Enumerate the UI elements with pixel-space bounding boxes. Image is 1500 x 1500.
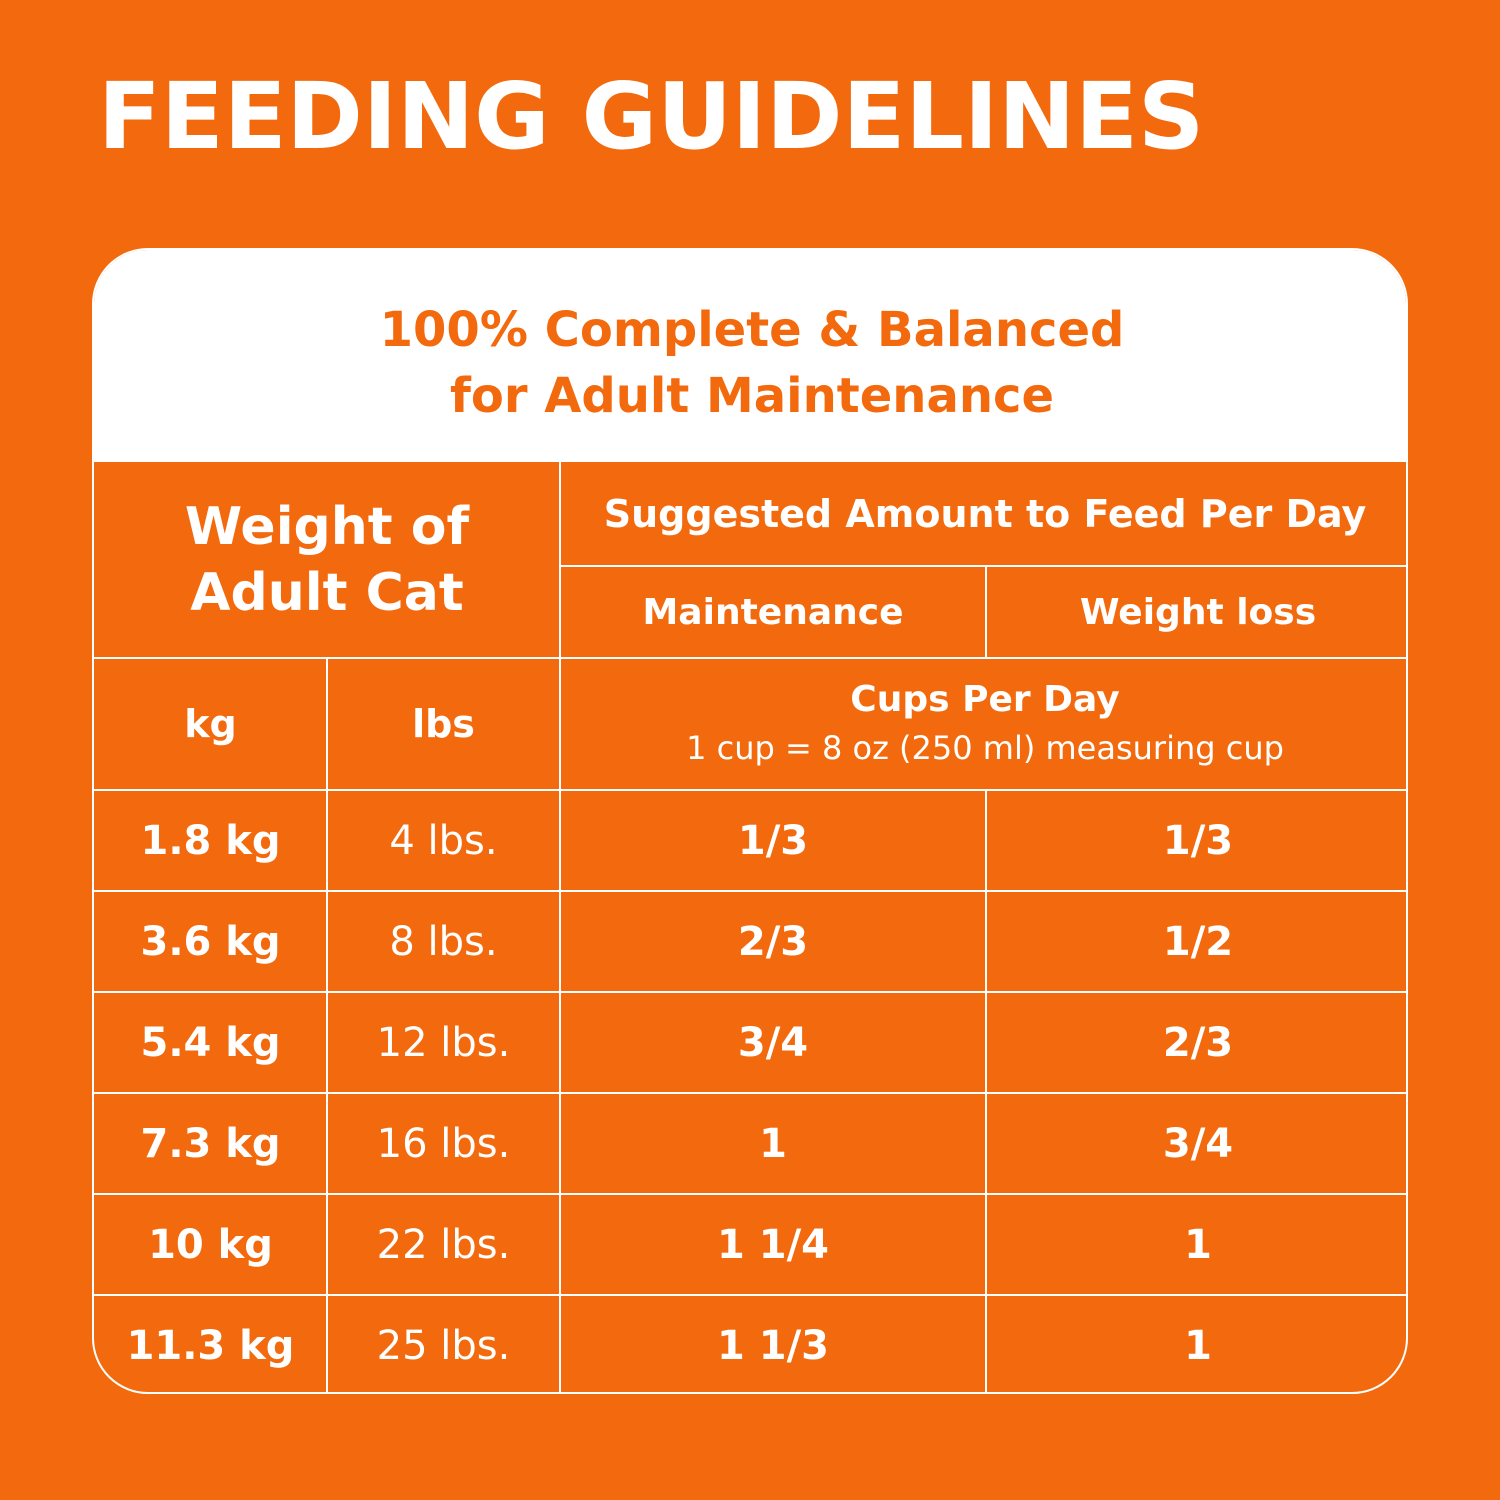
weight-loss-cell: 1 — [1184, 1221, 1212, 1268]
amount-header: Suggested Amount to Feed Per Day — [603, 492, 1367, 536]
divider — [94, 1092, 1406, 1094]
kg-cell: 1.8 kg — [140, 817, 281, 864]
lbs-cell: 16 lbs. — [376, 1120, 511, 1167]
weight-header-line-1: Weight of — [184, 497, 470, 557]
divider — [559, 462, 561, 1392]
card-header-line-1: 100% Complete & Balanced — [379, 302, 1125, 358]
card-header-line-2: for Adult Maintenance — [449, 368, 1055, 424]
cups-per-day-header: Cups Per Day 1 cup = 8 oz (250 ml) measu… — [560, 658, 1406, 790]
weight-header: Weight of Adult Cat — [94, 462, 560, 658]
divider — [94, 460, 1406, 462]
page-title: FEEDING GUIDELINES — [98, 63, 1205, 170]
card-header: 100% Complete & Balanced for Adult Maint… — [94, 250, 1406, 462]
divider — [94, 789, 1406, 791]
maintenance-cell: 2/3 — [737, 918, 809, 965]
cups-measure-note: 1 cup = 8 oz (250 ml) measuring cup — [686, 729, 1284, 767]
maintenance-cell: 1 1/4 — [716, 1221, 830, 1268]
kg-cell: 10 kg — [148, 1221, 273, 1268]
divider — [94, 991, 1406, 993]
cups-per-day-title: Cups Per Day — [850, 679, 1120, 720]
weight-loss-cell: 2/3 — [1162, 1019, 1234, 1066]
divider — [94, 890, 1406, 892]
kg-cell: 7.3 kg — [140, 1120, 281, 1167]
feeding-table-card: 100% Complete & Balanced for Adult Maint… — [92, 248, 1408, 1394]
kg-cell: 3.6 kg — [140, 918, 281, 965]
weight-header-line-2: Adult Cat — [190, 563, 464, 623]
divider — [560, 565, 1406, 567]
kg-cell: 11.3 kg — [126, 1322, 295, 1369]
kg-cell: 5.4 kg — [140, 1019, 281, 1066]
lbs-cell: 22 lbs. — [376, 1221, 511, 1268]
divider — [94, 1294, 1406, 1296]
maintenance-header: Maintenance — [642, 591, 904, 633]
divider — [326, 658, 328, 1392]
lbs-cell: 4 lbs. — [389, 817, 498, 864]
lbs-header: lbs — [412, 702, 475, 746]
maintenance-cell: 1 — [759, 1120, 787, 1167]
divider — [985, 566, 987, 658]
lbs-cell: 8 lbs. — [389, 918, 498, 965]
divider — [94, 657, 1406, 659]
weight-loss-header: Weight loss — [1079, 591, 1317, 633]
divider — [985, 790, 987, 1392]
lbs-cell: 12 lbs. — [376, 1019, 511, 1066]
lbs-cell: 25 lbs. — [376, 1322, 511, 1369]
weight-loss-cell: 1/2 — [1162, 918, 1234, 965]
maintenance-cell: 1/3 — [737, 817, 809, 864]
kg-header: kg — [184, 702, 237, 746]
maintenance-cell: 3/4 — [737, 1019, 809, 1066]
divider — [94, 1193, 1406, 1195]
weight-loss-cell: 3/4 — [1162, 1120, 1234, 1167]
maintenance-cell: 1 1/3 — [716, 1322, 830, 1369]
feeding-table: Weight of Adult Cat Suggested Amount to … — [94, 250, 1406, 1392]
weight-loss-cell: 1/3 — [1162, 817, 1234, 864]
weight-loss-cell: 1 — [1184, 1322, 1212, 1369]
